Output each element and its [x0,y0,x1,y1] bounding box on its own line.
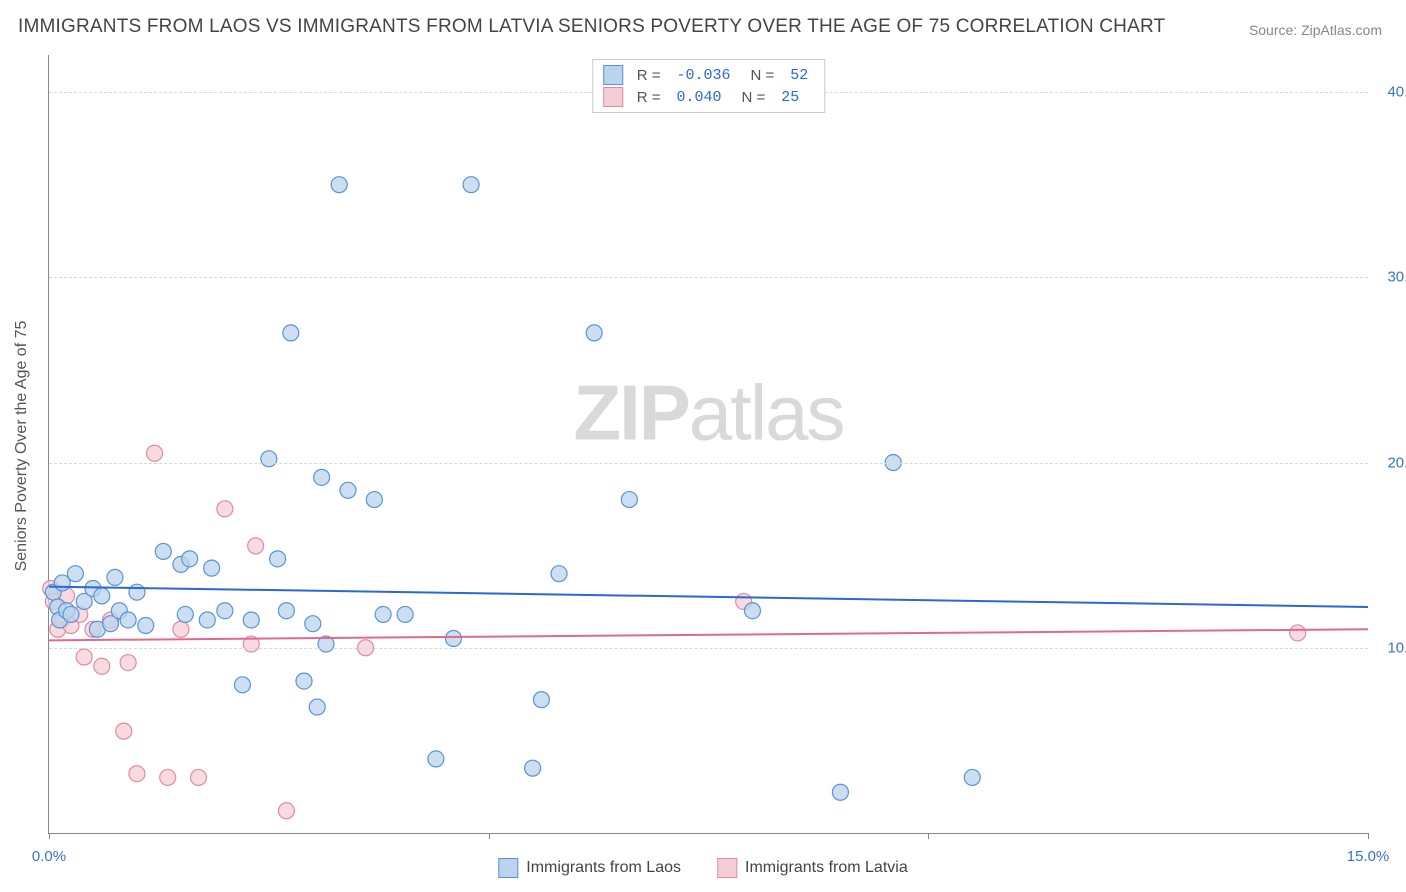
scatter-point-latvia [129,766,145,782]
r-value-latvia: 0.040 [670,89,727,106]
swatch-laos [498,858,518,878]
scatter-point-laos [533,692,549,708]
scatter-point-laos [234,677,250,693]
scatter-point-laos [366,492,382,508]
swatch-laos [603,65,623,85]
scatter-point-laos [283,325,299,341]
scatter-point-laos [63,606,79,622]
scatter-point-laos [94,588,110,604]
gridline [49,463,1368,464]
legend-item-laos: Immigrants from Laos [498,858,681,878]
r-label: R = [637,67,661,84]
y-axis-label: Seniors Poverty Over the Age of 75 [13,321,31,572]
scatter-point-laos [340,482,356,498]
scatter-point-laos [182,551,198,567]
scatter-point-laos [525,760,541,776]
gridline [49,648,1368,649]
series-legend: Immigrants from Laos Immigrants from Lat… [498,858,907,878]
scatter-point-latvia [1290,625,1306,641]
x-tick [49,833,50,839]
correlation-legend: R = -0.036 N = 52 R = 0.040 N = 25 [592,59,826,113]
scatter-point-laos [331,177,347,193]
scatter-point-laos [314,469,330,485]
r-label: R = [637,89,661,106]
scatter-point-laos [199,612,215,628]
scatter-point-laos [551,566,567,582]
scatter-point-latvia [190,769,206,785]
scatter-point-laos [67,566,83,582]
scatter-point-laos [375,606,391,622]
scatter-point-latvia [76,649,92,665]
scatter-point-laos [832,784,848,800]
y-tick-label: 10.0% [1387,639,1406,656]
scatter-point-laos [243,612,259,628]
scatter-point-laos [744,603,760,619]
n-label: N = [751,67,775,84]
scatter-point-laos [296,673,312,689]
scatter-point-laos [428,751,444,767]
x-tick-label: 15.0% [1347,848,1390,865]
scatter-point-latvia [278,803,294,819]
swatch-latvia [717,858,737,878]
legend-label-laos: Immigrants from Laos [526,859,681,877]
plot-area: ZIPatlas R = -0.036 N = 52 R = 0.040 N =… [48,55,1368,834]
x-tick [928,833,929,839]
regression-line-laos [49,587,1368,607]
scatter-point-latvia [116,723,132,739]
scatter-point-laos [155,543,171,559]
scatter-point-latvia [217,501,233,517]
scatter-point-latvia [120,655,136,671]
scatter-point-latvia [160,769,176,785]
swatch-latvia [603,87,623,107]
x-tick-label: 0.0% [32,848,66,865]
scatter-point-laos [397,606,413,622]
chart-title: IMMIGRANTS FROM LAOS VS IMMIGRANTS FROM … [18,16,1165,38]
regression-line-latvia [49,629,1368,640]
scatter-point-laos [463,177,479,193]
scatter-point-laos [309,699,325,715]
scatter-point-laos [120,612,136,628]
scatter-point-laos [204,560,220,576]
scatter-point-laos [586,325,602,341]
scatter-point-laos [217,603,233,619]
scatter-point-laos [621,492,637,508]
source-attribution: Source: ZipAtlas.com [1249,22,1382,38]
scatter-point-laos [107,569,123,585]
r-value-laos: -0.036 [670,67,736,84]
plot-svg [49,55,1368,833]
scatter-point-laos [270,551,286,567]
scatter-point-laos [278,603,294,619]
scatter-point-latvia [94,658,110,674]
scatter-point-laos [445,631,461,647]
n-value-latvia: 25 [775,89,805,106]
scatter-point-laos [177,606,193,622]
y-tick-label: 40.0% [1387,84,1406,101]
gridline [49,277,1368,278]
x-tick [1368,833,1369,839]
scatter-point-latvia [147,445,163,461]
legend-row-latvia: R = 0.040 N = 25 [603,86,815,108]
scatter-point-latvia [173,621,189,637]
scatter-point-laos [138,618,154,634]
legend-label-latvia: Immigrants from Latvia [745,859,908,877]
scatter-point-laos [129,584,145,600]
legend-row-laos: R = -0.036 N = 52 [603,64,815,86]
y-tick-label: 20.0% [1387,454,1406,471]
scatter-point-laos [964,769,980,785]
scatter-point-latvia [248,538,264,554]
n-label: N = [742,89,766,106]
y-tick-label: 30.0% [1387,269,1406,286]
n-value-laos: 52 [784,67,814,84]
scatter-point-laos [305,616,321,632]
legend-item-latvia: Immigrants from Latvia [717,858,908,878]
x-tick [489,833,490,839]
scatter-point-laos [261,451,277,467]
